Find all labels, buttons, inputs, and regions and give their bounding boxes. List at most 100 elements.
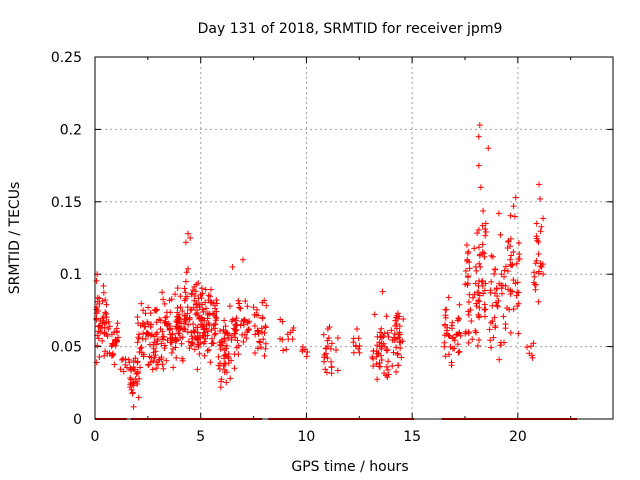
data-point xyxy=(99,315,106,322)
data-point xyxy=(213,297,220,304)
data-point xyxy=(157,317,164,324)
data-point xyxy=(384,329,391,336)
data-point xyxy=(261,352,268,359)
data-point xyxy=(140,307,147,314)
data-point xyxy=(147,332,154,339)
data-point xyxy=(216,327,223,334)
data-point xyxy=(147,321,154,328)
data-point xyxy=(251,322,258,329)
data-point xyxy=(102,309,109,316)
data-point xyxy=(228,332,235,339)
data-point xyxy=(323,369,330,376)
data-point xyxy=(134,314,141,321)
data-point xyxy=(495,297,502,304)
data-point xyxy=(471,245,478,252)
data-point xyxy=(445,351,452,358)
data-point xyxy=(152,348,159,355)
data-point xyxy=(462,281,469,288)
data-point xyxy=(184,328,191,335)
data-point xyxy=(475,162,482,169)
data-point xyxy=(235,342,242,349)
data-point xyxy=(383,363,390,370)
data-point xyxy=(473,300,480,307)
data-point xyxy=(164,337,171,344)
data-point xyxy=(465,299,472,306)
data-point xyxy=(147,310,154,317)
data-point xyxy=(524,344,531,351)
data-point xyxy=(122,361,129,368)
data-point xyxy=(510,306,517,313)
data-point xyxy=(130,379,137,386)
data-point xyxy=(324,337,331,344)
data-point xyxy=(486,326,493,333)
data-point xyxy=(456,329,463,336)
data-point xyxy=(160,296,167,303)
data-point xyxy=(110,351,117,358)
data-point xyxy=(186,345,193,352)
data-point xyxy=(137,345,144,352)
data-point xyxy=(106,323,113,330)
data-point xyxy=(472,263,479,270)
data-point xyxy=(181,326,188,333)
data-point xyxy=(204,347,211,354)
data-point xyxy=(127,365,134,372)
data-point xyxy=(127,384,134,391)
data-point xyxy=(97,324,104,331)
data-point xyxy=(448,362,455,369)
data-point xyxy=(385,358,392,365)
data-point xyxy=(441,321,448,328)
data-point xyxy=(478,278,485,285)
data-point xyxy=(304,348,311,355)
data-point xyxy=(233,315,240,322)
data-point xyxy=(455,349,462,356)
data-point xyxy=(449,319,456,326)
data-point xyxy=(385,371,392,378)
data-point xyxy=(376,360,383,367)
data-point xyxy=(100,282,107,289)
data-point xyxy=(328,340,335,347)
data-point xyxy=(102,310,109,317)
data-point xyxy=(381,330,388,337)
data-point xyxy=(177,293,184,300)
data-point xyxy=(334,367,341,374)
data-point xyxy=(492,324,499,331)
data-point xyxy=(469,336,476,343)
data-point xyxy=(191,297,198,304)
data-point xyxy=(465,308,472,315)
data-point xyxy=(355,345,362,352)
data-point xyxy=(538,263,545,270)
data-point xyxy=(256,338,263,345)
data-point xyxy=(374,350,381,357)
data-point xyxy=(129,390,136,397)
data-point xyxy=(213,300,220,307)
data-point xyxy=(390,334,397,341)
data-point xyxy=(213,308,220,315)
data-point xyxy=(159,361,166,368)
data-point xyxy=(465,328,472,335)
data-point xyxy=(489,253,496,260)
data-point xyxy=(465,339,472,346)
data-point xyxy=(199,290,206,297)
data-point xyxy=(222,323,229,330)
data-point xyxy=(100,289,107,296)
data-point xyxy=(108,353,115,360)
data-point xyxy=(475,313,482,320)
data-point xyxy=(104,333,111,340)
data-point xyxy=(537,195,544,202)
y-tick-label: 0.15 xyxy=(51,195,82,211)
data-point xyxy=(216,366,223,373)
y-tick-label: 0 xyxy=(73,412,82,428)
data-point xyxy=(183,269,190,276)
data-point xyxy=(185,230,192,237)
data-point xyxy=(104,350,111,357)
data-point xyxy=(397,338,404,345)
data-point xyxy=(507,243,514,250)
data-point xyxy=(472,327,479,334)
tick-labels: 0 5 10 15 20 0 0.05 0.1 0.15 0.2 0.25 xyxy=(51,50,527,445)
data-point xyxy=(388,327,395,334)
data-point xyxy=(148,331,155,338)
data-point xyxy=(491,290,498,297)
data-point xyxy=(391,330,398,337)
data-point xyxy=(177,335,184,342)
